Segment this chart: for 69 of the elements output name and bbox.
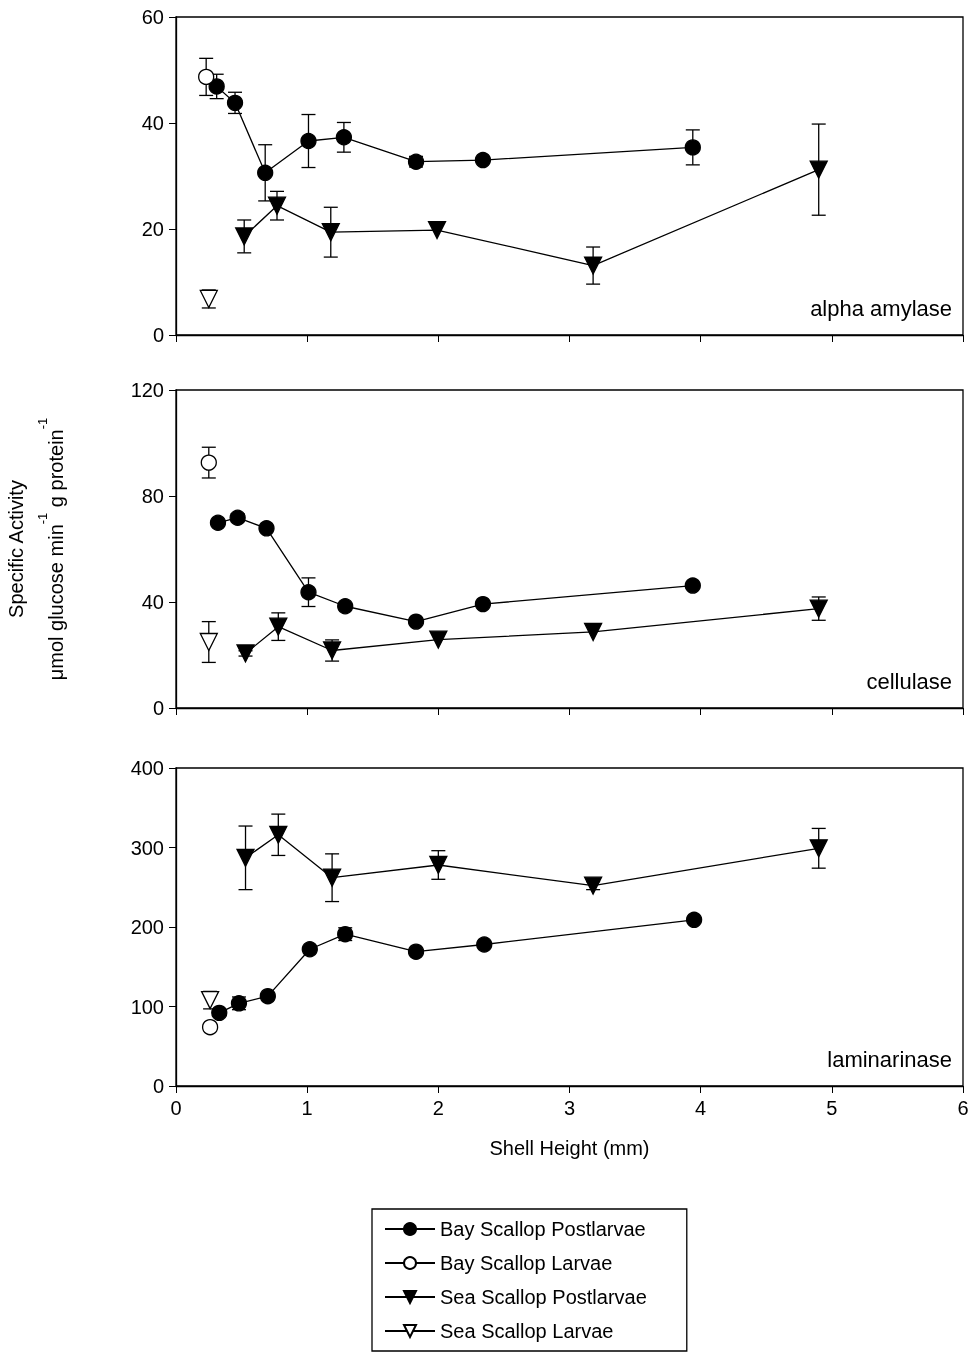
x-tick-label: 5 [826, 1097, 838, 1119]
x-axis-title: Shell Height (mm) [489, 1137, 650, 1159]
y-tick-label: 120 [130, 379, 164, 401]
point [583, 876, 603, 895]
point [300, 584, 317, 601]
point [335, 129, 353, 146]
point [236, 644, 255, 663]
point [583, 622, 603, 642]
point [684, 139, 701, 156]
x-tick-label: 4 [695, 1097, 707, 1119]
point [474, 595, 492, 613]
point [301, 941, 318, 958]
point [267, 196, 287, 215]
annotation: alpha amylase [810, 295, 953, 321]
legend-label: Bay Scallop Postlarvae [440, 1218, 646, 1240]
point [200, 454, 217, 471]
point [809, 839, 828, 858]
point [259, 988, 276, 1005]
y-tick-label: 200 [130, 916, 164, 938]
legend-label: Sea Scallop Postlarvae [440, 1286, 647, 1308]
point [337, 598, 354, 615]
point [211, 1004, 228, 1022]
point [474, 151, 492, 169]
y-tick-label: 0 [152, 697, 164, 719]
y-tick-label: 60 [141, 6, 164, 28]
annotation: cellulase [866, 668, 952, 694]
point [429, 630, 448, 649]
point [235, 227, 254, 246]
annotation: laminarinase [827, 1046, 953, 1072]
point [258, 520, 275, 537]
y-tick-label: 20 [141, 218, 164, 240]
point [429, 855, 448, 875]
point [199, 632, 218, 652]
y-tick-label: 0 [152, 1075, 164, 1097]
legend-label: Bay Scallop Larvae [440, 1252, 613, 1274]
point [269, 617, 288, 636]
y-tick-label: 0 [152, 324, 164, 346]
x-tick-label: 3 [563, 1097, 576, 1119]
point [407, 943, 425, 960]
point [321, 223, 340, 242]
point [201, 1019, 219, 1036]
x-tick-label: 0 [170, 1097, 182, 1119]
point [583, 256, 603, 275]
x-tick-label: 2 [432, 1097, 444, 1119]
y-tick-label: 80 [141, 485, 164, 507]
point [198, 68, 215, 86]
y-axis-title: Specific Activity μmol glucose min-1 g protein-1 [5, 417, 67, 681]
point [322, 868, 342, 887]
point [685, 911, 703, 928]
point [476, 936, 493, 953]
point [427, 220, 447, 240]
point [229, 509, 246, 526]
point [236, 848, 255, 867]
legend-label: Sea Scallop Larvae [440, 1320, 614, 1342]
y-tick-label: 40 [141, 112, 164, 134]
point [684, 577, 701, 594]
point [809, 160, 828, 179]
y-tick-label: 300 [130, 836, 164, 859]
point [300, 132, 317, 150]
point [209, 514, 227, 531]
x-tick-label: 1 [301, 1097, 313, 1119]
y-tick-label: 100 [130, 995, 164, 1018]
y-tick-label: 40 [141, 591, 164, 613]
y-tick-label: 400 [130, 757, 164, 779]
point [269, 825, 288, 844]
x-tick-label: 6 [957, 1097, 969, 1119]
point [407, 613, 425, 630]
point [208, 78, 225, 95]
point [257, 164, 274, 181]
